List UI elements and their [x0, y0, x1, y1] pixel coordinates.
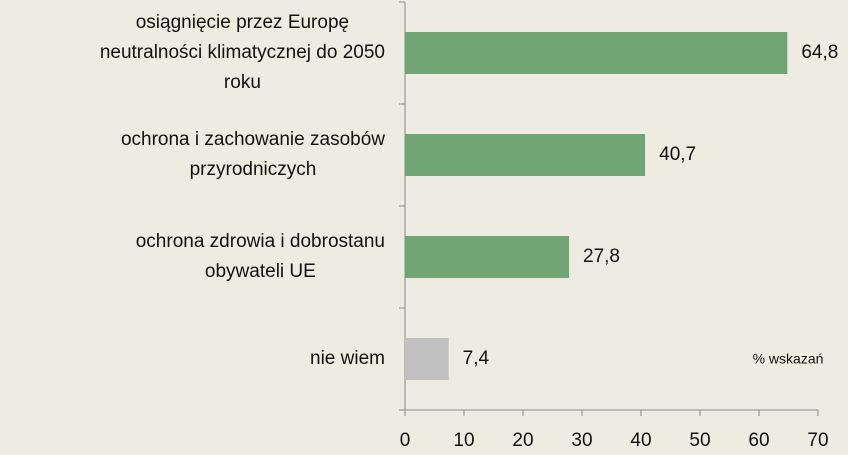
category-label: ochrona zdrowia i dobrostanu obywateli U…	[135, 231, 385, 282]
x-tick-label: 30	[571, 430, 592, 451]
bar	[405, 134, 646, 176]
bar	[405, 32, 788, 74]
x-tick-label: 40	[630, 430, 651, 451]
value-label: 64,8	[801, 42, 838, 63]
x-tick-label: 0	[400, 430, 411, 451]
category-label: nie wiem	[310, 348, 385, 369]
bar	[405, 338, 449, 380]
value-label: 7,4	[463, 348, 490, 369]
x-tick-label: 10	[453, 430, 474, 451]
value-label: 27,8	[583, 246, 620, 267]
x-tick-label: 50	[689, 430, 710, 451]
bar	[405, 236, 570, 278]
x-tick-label: 70	[807, 430, 828, 451]
x-tick-label: 60	[748, 430, 769, 451]
annotation: % wskazań	[753, 351, 824, 367]
category-label: ochrona i zachowanie zasobów przyrodnicz…	[120, 129, 385, 180]
x-tick-label: 20	[512, 430, 533, 451]
value-label: 40,7	[659, 144, 696, 165]
category-label: osiągnięcie przez Europę neutralności kl…	[99, 12, 385, 93]
